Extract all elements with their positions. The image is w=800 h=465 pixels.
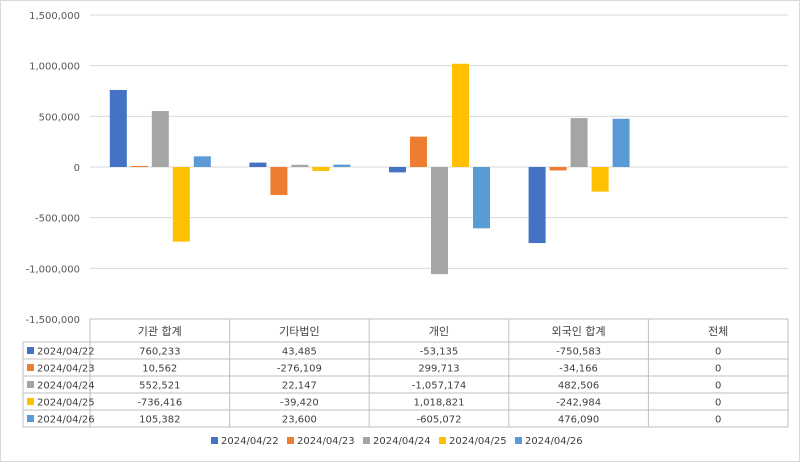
table-cell: 43,485 [282, 347, 317, 358]
table-legend-key [27, 364, 34, 371]
table-cell: -736,416 [137, 398, 182, 409]
bars [109, 63, 630, 275]
bar-2024-04-22-2 [389, 167, 406, 173]
table-cell: 0 [715, 398, 721, 409]
legend-label: 2024/04/25 [449, 436, 507, 447]
y-tick-label: 1,500,000 [29, 11, 80, 22]
bar-2024-04-23-2 [410, 136, 427, 167]
table-cell: -276,109 [277, 364, 322, 375]
table-legend-key [27, 415, 34, 422]
table-cell: 0 [715, 364, 721, 375]
table-cell: -39,420 [280, 398, 319, 409]
table-series-name: 2024/04/25 [37, 398, 95, 409]
table-cell: 105,382 [139, 415, 180, 426]
table-header-0: 기관 합계 [138, 325, 182, 338]
bar-2024-04-25-1 [312, 167, 330, 171]
table-series-name: 2024/04/23 [37, 364, 95, 375]
table-header-3: 외국인 합계 [552, 325, 606, 338]
table-cell: -605,072 [417, 415, 462, 426]
bar-2024-04-24-0 [151, 111, 169, 167]
bar-2024-04-25-2 [452, 63, 469, 167]
legend-key [211, 437, 218, 444]
table-cell: 760,233 [139, 347, 180, 358]
y-tick-label: -500,000 [35, 214, 80, 225]
y-tick-label: 500,000 [39, 112, 80, 123]
table-header-4: 전체 [708, 325, 728, 338]
table-header-2: 개인 [429, 325, 449, 338]
bar-2024-04-25-3 [591, 167, 609, 192]
bar-2024-04-24-3 [570, 118, 588, 167]
table-cell: 0 [715, 381, 721, 392]
table-series-name: 2024/04/26 [37, 415, 95, 426]
table-cell: -750,583 [556, 347, 601, 358]
data-table: 기관 합계 기타법인 개인 외국인 합계 전체 2024/04/22 760,233 43,4… [22, 318, 789, 428]
table-cell: -34,166 [559, 364, 598, 375]
table-cell: 482,506 [558, 381, 599, 392]
table-cell: 1,018,821 [414, 398, 465, 409]
table-cell: 0 [715, 415, 721, 426]
y-tick-label: -1,000,000 [25, 264, 80, 275]
bar-2024-04-23-1 [270, 167, 288, 195]
table-cell: -1,057,174 [412, 381, 467, 392]
y-tick-label: 0 [74, 163, 80, 174]
legend-label: 2024/04/23 [297, 436, 355, 447]
table-cell: 299,713 [418, 364, 459, 375]
bar-2024-04-22-1 [249, 162, 267, 167]
bar-2024-04-22-3 [528, 167, 546, 244]
legend-label: 2024/04/26 [525, 436, 583, 447]
table-cell: 552,521 [139, 381, 180, 392]
bar-2024-04-26-3 [612, 118, 630, 167]
legend-label: 2024/04/24 [373, 436, 431, 447]
y-axis-ticks: 1,500,000 1,000,000 500,000 0 -500,000 -1,000… [25, 11, 80, 326]
bar-2024-04-23-0 [130, 165, 148, 167]
table-cell: -242,984 [556, 398, 601, 409]
legend-label: 2024/04/22 [221, 436, 279, 447]
table-series-name: 2024/04/24 [37, 381, 95, 392]
bar-2024-04-26-2 [473, 167, 490, 229]
bar-2024-04-26-1 [333, 164, 351, 167]
table-cell: -53,135 [420, 347, 459, 358]
bar-2024-04-25-0 [172, 167, 190, 242]
table-cell: 23,600 [282, 415, 317, 426]
table-header-1: 기타법인 [279, 325, 319, 338]
legend-key [515, 437, 522, 444]
y-tick-label: -1,500,000 [25, 315, 80, 326]
y-tick-label: 1,000,000 [29, 62, 80, 73]
table-legend-key [27, 347, 34, 354]
table-cell: 22,147 [282, 381, 317, 392]
legend-key [439, 437, 446, 444]
bar-2024-04-24-1 [291, 164, 309, 167]
table-cell: 0 [715, 347, 721, 358]
bar-2024-04-26-0 [193, 156, 211, 167]
table-cell: 10,562 [142, 364, 177, 375]
bar-2024-04-23-3 [549, 167, 567, 171]
table-legend-key [27, 398, 34, 405]
table-legend-key [27, 381, 34, 388]
bar-2024-04-22-0 [109, 89, 127, 167]
legend: 2024/04/22 2024/04/23 2024/04/24 2024/04/25… [211, 436, 583, 447]
legend-key [287, 437, 294, 444]
legend-key [363, 437, 370, 444]
table-cell: 476,090 [558, 415, 599, 426]
table-series-name: 2024/04/22 [37, 347, 95, 358]
bar-2024-04-24-2 [431, 167, 448, 275]
